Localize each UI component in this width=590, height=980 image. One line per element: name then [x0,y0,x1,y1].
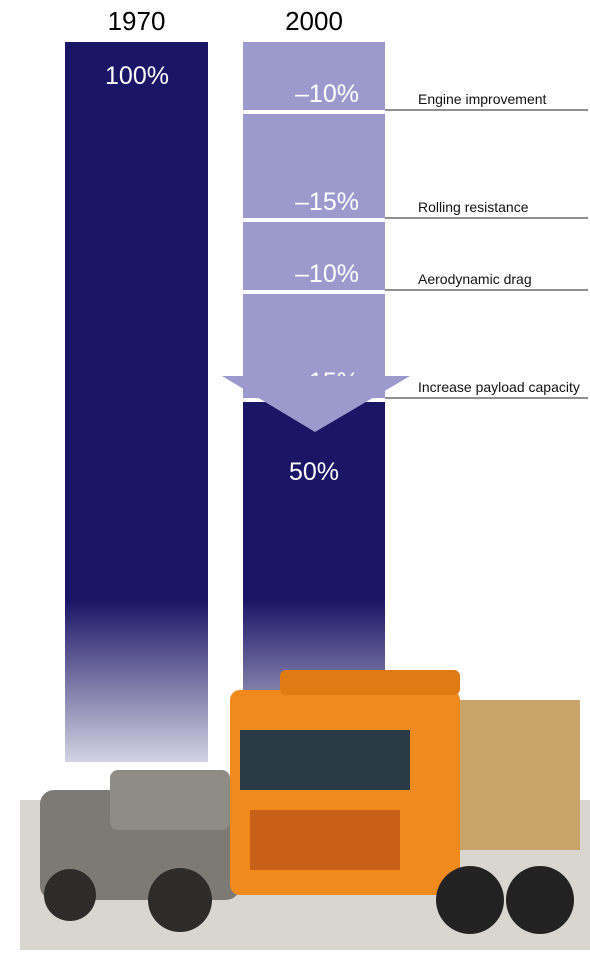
year-label: 1970 [108,6,166,36]
truck-photo [240,730,410,790]
truck-photo [148,868,212,932]
value-label: –15% [295,188,359,216]
truck-photo [436,866,504,934]
value-label: 50% [289,458,339,486]
infographic: 19702000100%–10%–15%–10%–15%50% Engine i… [0,0,590,980]
truck-photo [44,869,96,921]
year-label: 2000 [285,6,343,36]
step-label: Aerodynamic drag [418,271,586,288]
step-label: Rolling resistance [418,199,586,216]
step-label: Increase payload capacity [418,379,586,396]
truck-photo [280,670,460,695]
truck-photo [506,866,574,934]
chart: 19702000100%–10%–15%–10%–15%50% [0,0,590,980]
truck-photo [440,700,580,850]
value-label: –10% [295,80,359,108]
truck-photo [250,810,400,870]
value-label: 100% [105,62,169,90]
truck-photo [110,770,230,830]
value-label: –10% [295,260,359,288]
step-label: Engine improvement [418,91,586,108]
